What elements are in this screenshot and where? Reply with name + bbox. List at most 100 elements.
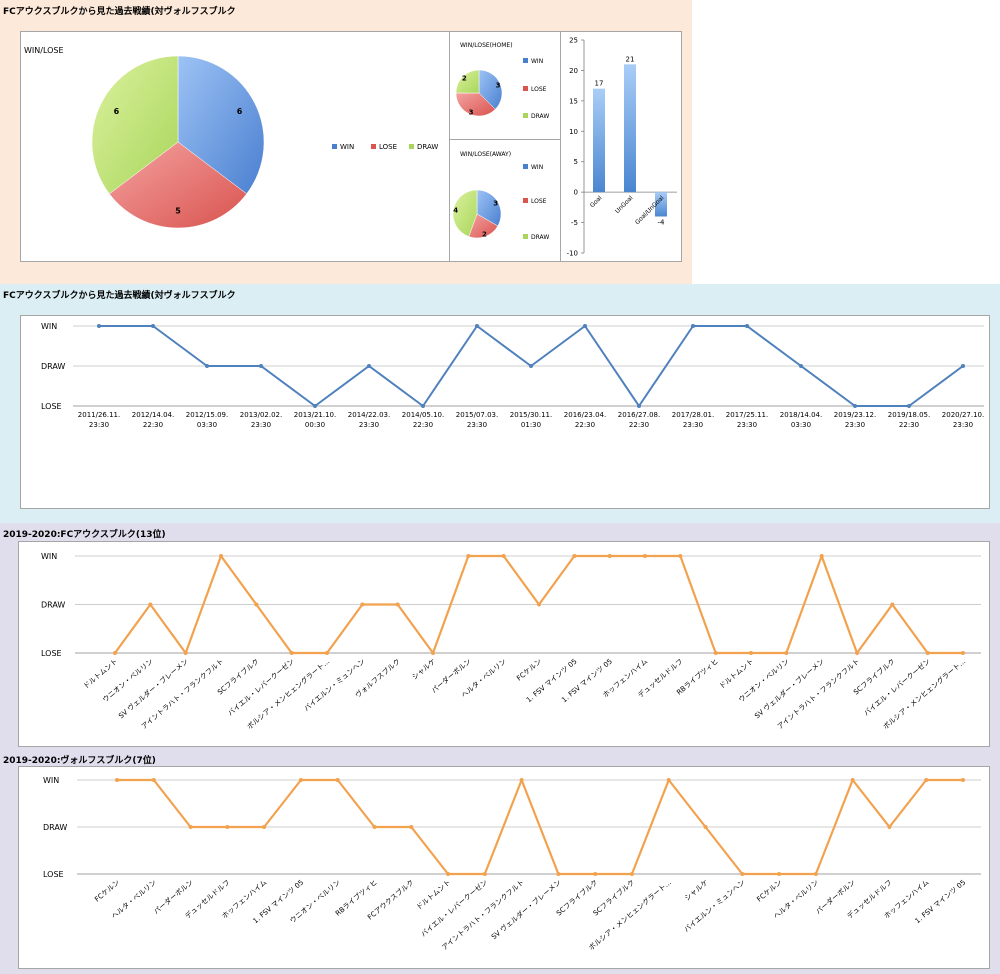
history-section: FCアウクスブルクから見た過去戦績(対ヴォルフスブルク LOSE DRAW WIN 2… xyxy=(0,284,1000,523)
pie-data-label: 3 xyxy=(469,108,474,116)
data-point xyxy=(148,602,153,607)
data-point xyxy=(313,404,317,408)
pie-data-label: 5 xyxy=(175,206,181,215)
x-tick-label: 2014/05.10. xyxy=(402,411,444,419)
x-tick-label: 00:30 xyxy=(305,421,325,429)
legend-label-win: WIN xyxy=(531,58,543,65)
x-tick-label: FCケルン xyxy=(515,657,543,682)
x-tick-label: 22:30 xyxy=(143,421,163,429)
augsburg-season-panel: LOSE DRAW WIN ドルトムント ウニオン・ベルリン SV ヴェルダー・ブレーメン… xyxy=(18,541,990,747)
series-line xyxy=(117,778,963,876)
data-point xyxy=(629,872,634,876)
y-level-label-lose: LOSE xyxy=(41,649,62,658)
bar-0 xyxy=(593,88,605,193)
legend-swatch-lose xyxy=(371,144,376,149)
x-tick-label: ドルトムント xyxy=(82,657,119,690)
data-point xyxy=(259,364,263,368)
augsburg-season-title: 2019-2020:FCアウクスブルク(13位) xyxy=(3,530,166,540)
data-point xyxy=(607,554,612,558)
pie-slice-draw xyxy=(452,189,478,237)
data-point xyxy=(519,778,524,782)
data-point xyxy=(593,872,598,876)
x-tick-label: シャルケ xyxy=(411,657,438,681)
legend-label-win: WIN xyxy=(340,143,354,151)
data-point xyxy=(325,651,329,655)
x-tick-label: 2018/14.04. xyxy=(780,411,822,419)
data-point xyxy=(678,554,683,558)
pie-title: WIN/LOSE(AWAY) xyxy=(460,151,511,158)
data-point xyxy=(188,825,193,829)
legend-label-lose: LOSE xyxy=(531,86,547,93)
data-point xyxy=(254,602,259,607)
x-tick-label: 23:30 xyxy=(359,421,379,429)
y-level-label-win: WIN xyxy=(41,552,57,561)
data-point xyxy=(335,778,340,782)
legend-swatch-draw xyxy=(523,113,528,118)
data-point xyxy=(819,554,824,558)
legend-swatch-draw xyxy=(523,234,528,239)
legend-swatch-draw xyxy=(409,144,414,149)
home-pie-chart: 3 3 2 WIN/LOSE(HOME) WIN LOSE DRAW xyxy=(455,42,549,120)
x-tick-label: FCケルン xyxy=(755,878,783,903)
data-point xyxy=(289,651,294,655)
x-tick-label: 2020/27.10. xyxy=(942,411,984,419)
pie-slice-win xyxy=(478,69,503,110)
data-point xyxy=(372,825,377,829)
data-point xyxy=(225,825,230,829)
x-tick-label: ドルトムント xyxy=(415,878,452,911)
x-tick-label: SV ヴェルダー・ブレーメン xyxy=(117,657,190,721)
x-tick-label: 2016/23.04. xyxy=(564,411,606,419)
pie-data-label: 6 xyxy=(114,107,120,116)
x-tick-label: Goal xyxy=(589,194,604,209)
data-point xyxy=(482,872,487,876)
home-pie-panel: 3 3 2 WIN/LOSE(HOME) WIN LOSE DRAW xyxy=(449,31,561,140)
data-point xyxy=(643,554,647,558)
bar-2 xyxy=(655,192,667,217)
y-level-label-win: WIN xyxy=(43,776,59,785)
x-tick-label: バイエル・レバークーゼン xyxy=(419,878,489,939)
x-tick-label: バイエルン・ミュンヘン xyxy=(683,878,747,933)
y-tick-label: 0 xyxy=(574,189,578,197)
bar-data-label: -4 xyxy=(658,218,666,226)
legend-swatch-win xyxy=(523,58,528,63)
pie-data-label: 2 xyxy=(482,231,487,239)
y-level-label-draw: DRAW xyxy=(43,823,67,832)
y-level-label-lose: LOSE xyxy=(41,402,62,411)
data-point xyxy=(151,324,155,328)
bar-1 xyxy=(624,64,636,193)
pie-data-label: 4 xyxy=(453,207,458,215)
y-tick-label: 5 xyxy=(574,158,578,166)
x-tick-label: SV ヴェルダー・ブレーメン xyxy=(753,657,826,721)
x-tick-label: 2014/22.03. xyxy=(348,411,390,419)
y-level-label-draw: DRAW xyxy=(41,601,65,610)
x-tick-label: 2019/18.05. xyxy=(888,411,930,419)
x-tick-label: 22:30 xyxy=(899,421,919,429)
data-point xyxy=(666,778,671,782)
data-point xyxy=(887,825,892,829)
wolfsburg-season-panel: LOSE DRAW WIN FCケルン ヘルタ・ベルリン パーダーボルン デュッセルドルフホ… xyxy=(18,766,990,969)
data-point xyxy=(855,651,859,655)
main-pie-chart: 6 5 6 WIN/LOSE WIN LOSE DRAW xyxy=(24,46,438,229)
x-tick-label: バイエルン・ミュンヘン xyxy=(303,657,367,712)
history-section-title: FCアウクスブルクから見た過去戦績(対ヴォルフスブルク xyxy=(3,291,236,301)
data-point xyxy=(556,872,561,876)
x-tick-label: 23:30 xyxy=(251,421,271,429)
data-point xyxy=(395,602,400,607)
data-point xyxy=(409,825,414,829)
goal-bar-chart: 2520151050-5-1017Goal21UnGoal-4Goal/UnGo… xyxy=(567,37,677,258)
legend-label-win: WIN xyxy=(531,164,543,171)
x-tick-label: UnGoal xyxy=(614,194,635,215)
pie-title: WIN/LOSE xyxy=(24,46,64,55)
data-point xyxy=(749,651,753,655)
x-tick-label: 23:30 xyxy=(737,421,757,429)
data-point xyxy=(713,651,718,655)
data-point xyxy=(890,602,895,607)
y-level-label-lose: LOSE xyxy=(43,870,64,879)
legend-label-draw: DRAW xyxy=(531,113,549,120)
data-point xyxy=(961,651,965,655)
pie-data-label: 6 xyxy=(237,107,243,116)
wolfsburg-season-section: 2019-2020:ヴォルフスブルク(7位) LOSE DRAW WIN FCケルンヘ… xyxy=(0,749,1000,974)
pie-slice-win xyxy=(177,55,265,195)
legend-label-lose: LOSE xyxy=(379,143,397,151)
